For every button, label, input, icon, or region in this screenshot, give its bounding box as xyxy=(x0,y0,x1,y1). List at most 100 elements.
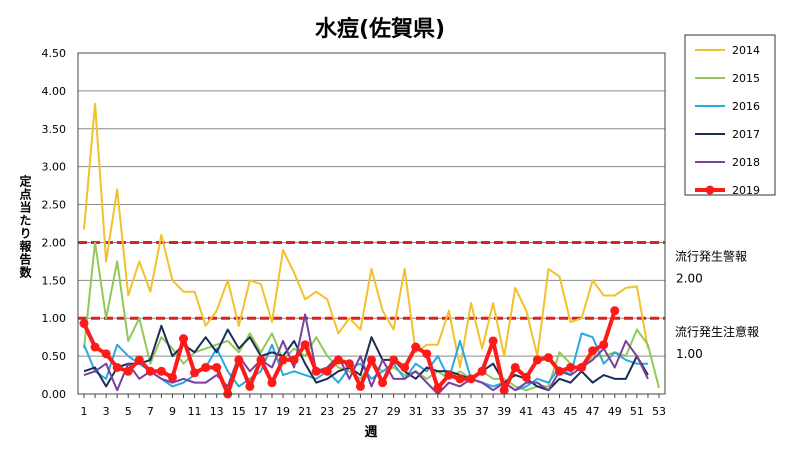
x-tick-label: 31 xyxy=(409,405,423,418)
data-point-2019 xyxy=(543,353,553,363)
data-point-2019 xyxy=(344,359,354,369)
data-point-2019 xyxy=(179,334,189,344)
y-tick-label: 3.00 xyxy=(42,161,67,174)
data-point-2019 xyxy=(566,362,576,372)
data-point-2019 xyxy=(256,355,266,365)
data-point-2019 xyxy=(355,381,365,391)
data-point-2019 xyxy=(389,355,399,365)
data-point-2019 xyxy=(300,340,310,350)
data-point-2019 xyxy=(444,370,454,380)
x-tick-label: 49 xyxy=(608,405,622,418)
data-point-2019 xyxy=(411,342,421,352)
data-point-2019 xyxy=(433,383,443,393)
data-point-2019 xyxy=(167,372,177,382)
x-tick-label: 33 xyxy=(431,405,445,418)
legend: 2014 2015 2016 2017 2018 2019 xyxy=(684,34,776,197)
x-tick-label: 9 xyxy=(169,405,176,418)
x-axis-ticks: 1 3 5 7 9 11 13 15 17 19 21 23 25 27 29 31 33 35 37 39 41 43 4… xyxy=(81,394,666,418)
x-tick-label: 15 xyxy=(232,405,246,418)
x-tick-label: 11 xyxy=(188,405,202,418)
data-point-2019 xyxy=(134,355,144,365)
x-tick-label: 17 xyxy=(254,405,268,418)
threshold-value: 1.00 xyxy=(676,347,703,361)
legend-label: 2019 xyxy=(732,184,760,197)
x-tick-label: 21 xyxy=(298,405,312,418)
data-point-2019 xyxy=(123,366,133,376)
data-point-2019 xyxy=(289,355,299,365)
data-point-2019 xyxy=(455,374,465,384)
legend-label: 2017 xyxy=(732,128,760,141)
legend-marker xyxy=(705,185,715,195)
y-tick-label: 4.50 xyxy=(42,47,67,60)
data-point-2019 xyxy=(521,372,531,382)
series-line-2017 xyxy=(83,324,649,392)
data-point-2019 xyxy=(322,366,332,376)
x-tick-label: 7 xyxy=(147,405,154,418)
chart-title: 水痘(佐賀県) xyxy=(315,16,445,42)
data-point-2019 xyxy=(466,374,476,384)
data-point-2019 xyxy=(90,342,100,352)
data-point-2019 xyxy=(610,306,620,316)
data-point-2019 xyxy=(554,366,564,376)
data-point-2019 xyxy=(378,378,388,388)
y-tick-label: 0.00 xyxy=(42,388,67,401)
plot-area-border xyxy=(77,52,666,395)
data-point-2019 xyxy=(267,378,277,388)
data-point-2019 xyxy=(588,346,598,356)
data-point-2019 xyxy=(145,366,155,376)
data-point-2019 xyxy=(532,355,542,365)
y-tick-label: 2.50 xyxy=(42,199,67,212)
data-point-2019 xyxy=(488,336,498,346)
x-tick-label: 53 xyxy=(652,405,666,418)
data-point-2019 xyxy=(499,385,509,395)
gridlines xyxy=(78,90,665,357)
data-point-2019 xyxy=(599,340,609,350)
data-point-2019 xyxy=(245,381,255,391)
x-tick-label: 13 xyxy=(210,405,224,418)
y-tick-label: 4.00 xyxy=(42,85,67,98)
data-point-2019 xyxy=(577,362,587,372)
x-tick-label: 25 xyxy=(342,405,356,418)
y-tick-label: 1.00 xyxy=(42,312,67,325)
data-point-2019 xyxy=(311,366,321,376)
threshold-labels: 流行発生警報 2.00 流行発生注意報 1.00 xyxy=(675,248,759,361)
data-point-2019 xyxy=(79,319,89,329)
y-tick-label: 3.50 xyxy=(42,123,67,136)
data-point-2019 xyxy=(112,362,122,372)
x-tick-label: 23 xyxy=(320,405,334,418)
data-point-2019 xyxy=(510,362,520,372)
threshold-lines xyxy=(78,240,665,320)
data-point-2019 xyxy=(234,355,244,365)
x-tick-label: 5 xyxy=(125,405,132,418)
y-axis-ticks: 0.00 0.50 1.00 1.50 2.00 2.50 3.00 3.50 4.00 4.50 xyxy=(42,47,67,401)
x-tick-label: 27 xyxy=(365,405,379,418)
x-tick-label: 39 xyxy=(497,405,511,418)
data-point-2019 xyxy=(201,362,211,372)
threshold-label: 流行発生警報 xyxy=(675,248,747,263)
x-tick-label: 19 xyxy=(276,405,290,418)
threshold-label: 流行発生注意報 xyxy=(675,324,759,339)
y-tick-label: 2.00 xyxy=(42,236,67,249)
x-tick-label: 41 xyxy=(519,405,533,418)
y-axis-label: 定点当たり報告数 xyxy=(18,174,32,279)
x-tick-label: 51 xyxy=(630,405,644,418)
data-point-2019 xyxy=(333,355,343,365)
data-point-2019 xyxy=(278,355,288,365)
legend-label: 2015 xyxy=(732,72,760,85)
data-point-2019 xyxy=(190,368,200,378)
legend-box xyxy=(684,34,776,196)
x-tick-label: 35 xyxy=(453,405,467,418)
x-axis-label: 週 xyxy=(364,425,377,440)
x-tick-label: 37 xyxy=(475,405,489,418)
legend-label: 2014 xyxy=(732,44,760,57)
series-line-2014 xyxy=(83,102,649,369)
x-tick-label: 43 xyxy=(541,405,555,418)
series-lines xyxy=(79,102,660,399)
x-tick-label: 29 xyxy=(387,405,401,418)
data-point-2019 xyxy=(101,349,111,359)
legend-label: 2018 xyxy=(732,156,760,169)
y-tick-label: 0.50 xyxy=(42,350,67,363)
x-tick-label: 3 xyxy=(103,405,110,418)
legend-label: 2016 xyxy=(732,100,760,113)
